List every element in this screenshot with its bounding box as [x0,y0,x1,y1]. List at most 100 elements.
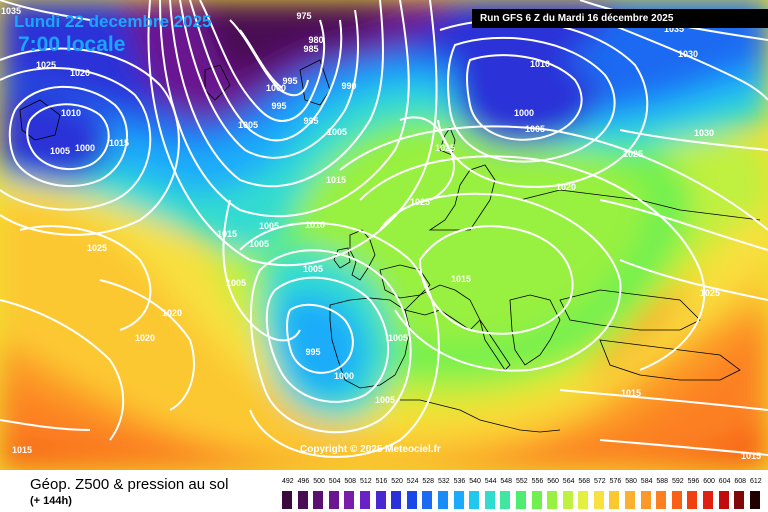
isobar-label: 1015 [109,138,129,148]
isobar-label: 1025 [410,197,430,207]
legend-label: 492 [282,478,294,485]
legend-swatch [625,491,636,509]
legend-swatch [453,491,464,509]
isobar-label: 1015 [326,175,346,185]
isobar-label: 1025 [36,60,56,70]
legend-swatch [749,491,760,509]
isobar-label: 975 [296,11,311,21]
legend-swatch [687,491,698,509]
legend-swatch [484,491,495,509]
isobar-label: 1005 [303,264,323,274]
legend-swatch [359,491,370,509]
forecast-local-time: 7:00 locale [18,33,126,56]
isobar-label: 1000 [75,143,95,153]
isobar-label: 1025 [700,288,720,298]
legend-swatch [734,491,745,509]
isobar-label: 1025 [87,243,107,253]
legend-swatch [640,491,651,509]
legend-label: 608 [734,478,747,485]
legend-swatch [656,491,667,509]
isobar-label: 1025 [623,149,643,159]
legend-label: 504 [328,478,341,485]
isobar-label: 995 [303,116,318,126]
isobar-label: 1005 [50,146,70,156]
legend-label: 520 [391,478,403,485]
legend-label: 500 [313,478,325,485]
isobar-label: 1010 [61,108,81,118]
legend-swatch [344,491,355,509]
legend-label: 512 [360,478,372,485]
isobar-label: 1015 [217,229,237,239]
legend-swatch [422,491,433,509]
legend-label: 576 [609,478,622,485]
legend-label: 540 [469,478,481,485]
isobar-label: 1025 [435,143,455,153]
legend-color-bar [282,491,765,509]
legend-swatch [500,491,511,509]
product-title: Géop. Z500 & pression au sol [30,476,229,493]
isobar-label: 1030 [694,128,714,138]
legend-swatch [391,491,402,509]
legend-label: 544 [484,478,497,485]
legend-swatch [313,491,324,509]
isobar-label: 1010 [530,59,550,69]
legend-swatch [469,491,480,509]
legend-label: 588 [656,478,669,485]
isobar-label: 1000 [514,108,534,118]
isobar-label: 1015 [741,451,761,461]
isobar-label: 1005 [238,120,258,130]
isobar-label: 1015 [12,445,32,455]
isobar-label: 995 [271,101,286,111]
legend-swatch [578,491,589,509]
legend-swatch [406,491,417,509]
forecast-date: Lundi 22 decembre 2025 [14,12,212,31]
legend-label: 560 [547,478,559,485]
legend-label: 568 [578,478,591,485]
legend-swatch [703,491,714,509]
legend-swatch [609,491,620,509]
legend-swatch [375,491,386,509]
copyright: Copyright © 2025 Meteociel.fr [300,444,441,455]
isobar-label: 1020 [70,68,90,78]
run-info: Run GFS 6 Z du Mardi 16 décembre 2025 [472,9,768,28]
legend-label: 524 [406,478,419,485]
isobar-label: 1020 [135,333,155,343]
isobar-label: 1000 [266,83,286,93]
legend-label: 528 [422,478,435,485]
legend-label: 580 [625,478,637,485]
legend-label: 596 [687,478,700,485]
isobar-label: 1020 [162,308,182,318]
isobar-label: 1010 [305,220,325,230]
legend-label: 584 [640,478,653,485]
legend-label: 532 [438,478,450,485]
isobar-label: 1005 [388,333,408,343]
legend-label: 592 [672,478,684,485]
legend-label: 516 [375,478,388,485]
isobars [0,0,768,458]
isobar-label: 1035 [664,24,684,34]
legend-swatch [437,491,448,509]
isobar-label: 1015 [621,388,641,398]
legend-label: 508 [344,478,357,485]
isobar-label: 1005 [525,124,545,134]
legend-label: 548 [500,478,513,485]
legend-swatch [562,491,573,509]
legend-swatch [671,491,682,509]
legend-swatch [282,491,292,509]
legend-swatch [718,491,729,509]
isobar-label: 995 [282,76,297,86]
legend-label: 612 [750,478,762,485]
isobar-label: 1000 [334,371,354,381]
lead-time: (+ 144h) [30,495,72,507]
isobar-label: 1005 [327,127,347,137]
isobar-label: 1035 [1,6,21,16]
isobar-label: 1005 [375,395,395,405]
legend-swatch [297,491,308,509]
legend-swatch [547,491,558,509]
isobar-label: 985 [303,44,318,54]
legend-swatch [531,491,542,509]
